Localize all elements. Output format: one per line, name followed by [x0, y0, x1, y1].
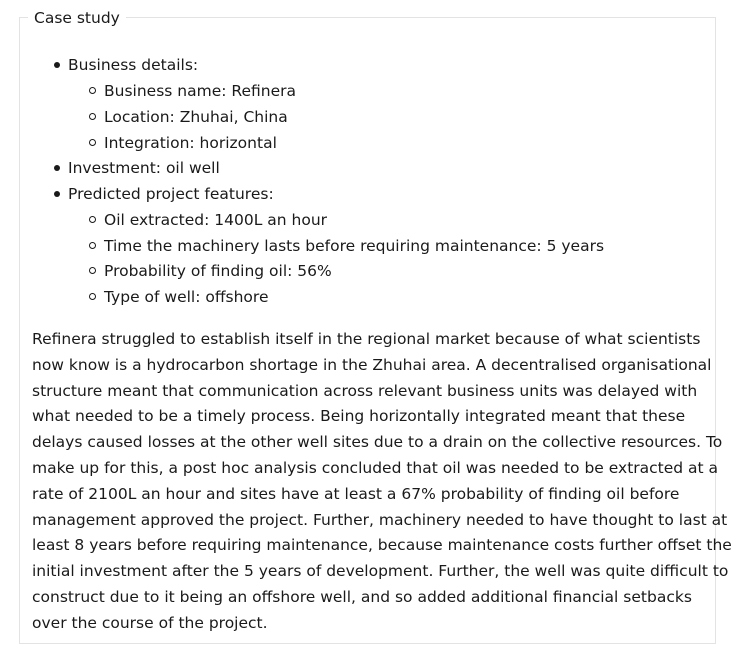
narrative-line: delays caused losses at the other well s… — [32, 433, 723, 452]
case-study-narrative: Refinera struggled to establish itself i… — [32, 327, 732, 637]
probability-item: Probability of finding oil: 56% — [104, 262, 332, 280]
bullet-disc-icon — [54, 62, 60, 68]
business-name-item: Business name: Refinera — [104, 82, 296, 100]
narrative-line: now know is a hydrocarbon shortage in th… — [32, 355, 712, 374]
bullet-circle-icon — [89, 293, 96, 300]
narrative-line: what needed to be a timely process. Bein… — [32, 407, 686, 426]
investment-item: Investment: oil well — [68, 159, 220, 177]
bullet-circle-icon — [89, 139, 96, 146]
integration-item: Integration: horizontal — [104, 134, 277, 152]
bullet-disc-icon — [54, 191, 60, 197]
narrative-line: make up for this, a post hoc analysis co… — [32, 458, 719, 477]
narrative-line: over the course of the project. — [32, 613, 268, 632]
bullet-disc-icon — [54, 165, 60, 171]
narrative-line: construct due to it being an offshore we… — [32, 587, 692, 606]
narrative-line: structure meant that communication acros… — [32, 381, 698, 400]
narrative-line: Refinera struggled to establish itself i… — [32, 330, 701, 348]
case-study-legend: Case study — [28, 7, 126, 29]
narrative-line: least 8 years before requiring maintenan… — [32, 536, 732, 555]
bullet-circle-icon — [89, 267, 96, 274]
bullet-circle-icon — [89, 242, 96, 249]
oil-extracted-item: Oil extracted: 1400L an hour — [104, 211, 328, 229]
narrative-line: management approved the project. Further… — [32, 510, 728, 529]
case-study-section — [19, 17, 716, 644]
machinery-lifetime-item: Time the machinery lasts before requirin… — [104, 237, 605, 255]
well-type-item: Type of well: offshore — [104, 288, 269, 306]
narrative-line: initial investment after the 5 years of … — [32, 562, 729, 581]
features-heading: Predicted project features: — [68, 185, 274, 203]
business-details-heading: Business details: — [68, 56, 199, 74]
location-item: Location: Zhuhai, China — [104, 108, 288, 126]
bullet-circle-icon — [89, 216, 96, 223]
bullet-circle-icon — [89, 87, 96, 94]
bullet-circle-icon — [89, 113, 96, 120]
narrative-line: rate of 2100L an hour and sites have at … — [32, 484, 680, 503]
